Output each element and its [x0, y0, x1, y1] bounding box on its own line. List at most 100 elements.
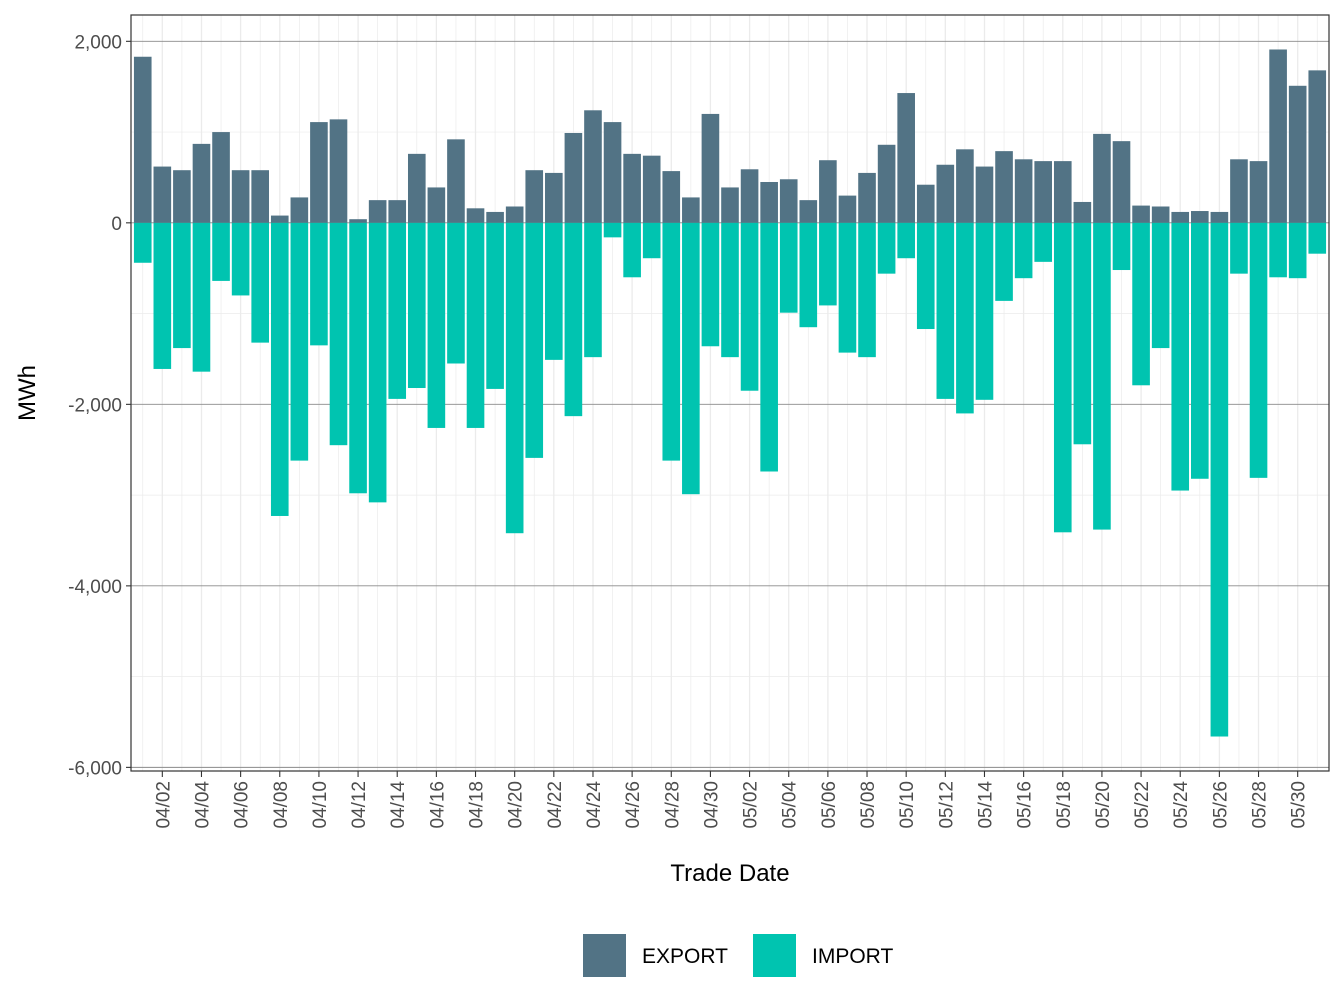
x-tick-label: 04/16 [427, 781, 448, 829]
bar-import-04-24 [584, 222, 602, 358]
bar-export-04-16 [427, 187, 446, 223]
bar-export-04-25 [603, 122, 622, 223]
legend-key-import [753, 934, 796, 977]
bar-export-05-26 [1210, 211, 1229, 223]
bar-import-05-15 [995, 222, 1013, 301]
bar-export-05-25 [1190, 211, 1209, 223]
bars-layer [133, 49, 1327, 737]
bar-export-04-07 [251, 170, 270, 223]
bar-export-04-03 [173, 170, 191, 223]
bar-import-04-05 [212, 222, 230, 281]
bar-export-05-11 [916, 184, 935, 223]
bar-import-05-29 [1269, 222, 1287, 278]
x-tick-label: 05/24 [1171, 781, 1192, 829]
bar-import-05-31 [1308, 222, 1327, 254]
bar-import-05-28 [1249, 222, 1268, 478]
bar-export-04-19 [486, 211, 504, 223]
bar-export-04-06 [231, 170, 250, 223]
x-tick-label: 05/22 [1132, 781, 1153, 829]
bar-export-04-10 [310, 122, 328, 223]
bar-export-05-19 [1073, 201, 1092, 223]
bar-import-04-07 [251, 222, 270, 343]
x-tick-label: 05/06 [819, 781, 840, 829]
x-tick-label: 04/24 [584, 781, 605, 829]
bar-import-05-24 [1171, 222, 1190, 491]
bar-export-04-27 [642, 155, 661, 223]
bar-import-05-19 [1073, 222, 1092, 445]
x-tick-label: 05/14 [975, 781, 996, 829]
panel-border [130, 14, 1330, 772]
bar-import-04-19 [486, 222, 504, 389]
bar-export-05-04 [779, 179, 798, 223]
bar-import-04-22 [545, 222, 563, 360]
bar-export-04-11 [329, 119, 348, 223]
legend-label-export: EXPORT [642, 945, 728, 968]
x-axis-title: Trade Date [670, 860, 789, 887]
x-tick-label: 05/30 [1289, 781, 1310, 829]
bar-import-04-11 [329, 222, 348, 446]
legend-label-import: IMPORT [812, 945, 893, 968]
bar-import-04-12 [349, 222, 367, 494]
bar-export-04-17 [447, 139, 465, 223]
x-tick-label: 04/20 [506, 781, 527, 829]
bar-import-04-06 [231, 222, 250, 296]
bar-import-05-10 [897, 222, 915, 259]
bar-export-05-24 [1171, 211, 1190, 223]
y-tick-label: 0 [111, 214, 122, 235]
x-tick-label: 05/04 [780, 781, 801, 829]
bar-import-05-20 [1093, 222, 1111, 530]
bar-import-05-11 [916, 222, 935, 330]
bar-export-04-26 [623, 153, 641, 223]
bar-export-04-08 [270, 215, 289, 223]
y-tick-label: -4,000 [68, 577, 122, 598]
x-tick-label: 04/14 [388, 781, 409, 829]
bar-import-05-02 [740, 222, 759, 391]
bar-import-04-04 [192, 222, 211, 372]
bar-export-05-17 [1034, 161, 1053, 223]
bar-export-05-23 [1151, 206, 1170, 223]
bar-export-05-05 [799, 200, 818, 223]
bar-export-04-18 [466, 208, 485, 223]
bar-import-05-16 [1014, 222, 1033, 279]
bar-export-04-14 [388, 200, 407, 223]
x-tick-label: 04/30 [701, 781, 722, 829]
bar-import-05-04 [779, 222, 798, 313]
bar-export-04-04 [192, 143, 211, 223]
bar-export-05-27 [1230, 159, 1248, 223]
bar-export-04-23 [564, 132, 583, 223]
bar-export-04-15 [407, 153, 426, 223]
bar-export-05-08 [858, 172, 876, 223]
x-tick-label: 05/18 [1054, 781, 1075, 829]
bar-export-05-03 [760, 181, 778, 223]
bar-export-05-28 [1249, 161, 1268, 223]
bar-import-05-17 [1034, 222, 1053, 262]
bar-import-04-27 [642, 222, 661, 259]
bar-import-05-05 [799, 222, 818, 328]
x-tick-label: 04/26 [623, 781, 644, 829]
bar-import-05-23 [1151, 222, 1170, 349]
bar-export-04-01 [133, 56, 152, 223]
bar-export-04-12 [349, 219, 367, 223]
bar-export-04-21 [525, 170, 544, 223]
bar-import-04-29 [682, 222, 700, 495]
bar-import-05-30 [1288, 222, 1307, 279]
bar-import-05-26 [1210, 222, 1229, 737]
bar-export-05-01 [721, 187, 739, 223]
bar-import-04-09 [290, 222, 309, 461]
bar-import-04-14 [388, 222, 407, 399]
bar-import-05-21 [1112, 222, 1131, 271]
bar-import-04-26 [623, 222, 641, 278]
bar-import-05-08 [858, 222, 876, 358]
bar-import-05-07 [838, 222, 857, 353]
bar-export-04-24 [584, 110, 602, 223]
x-tick-label: 05/16 [1015, 781, 1036, 829]
bar-import-05-22 [1132, 222, 1150, 386]
bar-import-05-18 [1053, 222, 1072, 533]
bar-import-04-20 [505, 222, 524, 534]
bar-export-04-28 [662, 171, 681, 223]
x-tick-label: 04/08 [271, 781, 292, 829]
bar-import-04-15 [407, 222, 426, 389]
bar-export-04-05 [212, 132, 230, 223]
bar-import-04-03 [173, 222, 191, 349]
